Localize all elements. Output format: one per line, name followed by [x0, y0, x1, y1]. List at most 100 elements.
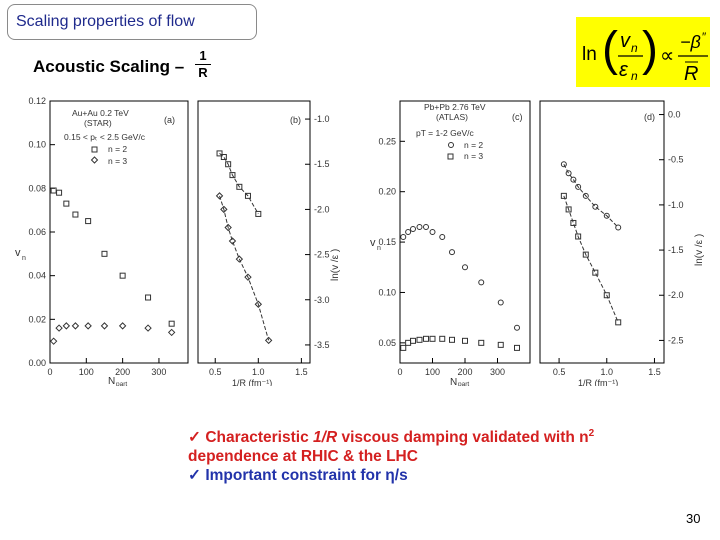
panel_a-point-n3: [118, 322, 127, 330]
panel_d-point-n3: [570, 219, 577, 226]
panel_b-ytick-label: -3.5: [314, 340, 330, 350]
panel_d-point-n2: [603, 212, 610, 219]
bullet-1-cont: dependence at RHIC & the LHC: [188, 448, 418, 466]
panel_a-xtick-label: 200: [115, 367, 130, 377]
panel_a-ytick-label: 0.00: [28, 358, 46, 368]
panel_b-ytick-label: -2.0: [314, 204, 330, 214]
panel_b-point-n2: [225, 161, 232, 168]
panel_d-point-n3: [575, 233, 582, 240]
panel-c-legend-n3-marker: [447, 153, 454, 160]
panel_c-point-n2: [462, 264, 468, 271]
panel-c: 0.25 0.20 0.15 0.10 0.05 0 100 200 300 (c) Pb+P…: [360, 96, 540, 388]
panel_b-fit-line-3: [219, 195, 270, 341]
check-icon: ✓: [188, 467, 201, 485]
panel-b-ylabel: ln(v /ε ): [330, 249, 340, 281]
panel_c-point-n3: [478, 339, 485, 346]
panel_d-point-n3: [565, 206, 572, 213]
panel_b-point-n3: [235, 255, 244, 263]
panel-b-tag: (b): [290, 115, 301, 125]
panel-a-legend-4: n = 2: [108, 144, 127, 154]
panel-b: -1.0 -1.5 -2.0 -2.5 -3.0 -3.5 0.5 1.0 1.5 (b) l…: [190, 96, 341, 388]
panel_d-point-n3: [603, 292, 610, 299]
heading-frac-den: R: [198, 65, 208, 80]
panel_c-xtick-label: 0: [397, 367, 402, 377]
panel_a-point-n2: [56, 189, 63, 196]
panel_d-point-n3: [560, 192, 567, 199]
panel_b-point-n3: [264, 336, 273, 345]
bullet-list: ✓ Characteristic 1/R viscous damping val…: [188, 424, 594, 485]
panel_c-point-n2: [410, 225, 416, 232]
panel_a-point-n2: [145, 294, 152, 301]
bullet-1-frac: 1/R: [313, 429, 338, 447]
panel_b-ytick-label: -3.0: [314, 295, 330, 305]
panel_b-point-n2: [229, 172, 236, 179]
panel_b-point-n3: [228, 237, 237, 245]
eq-propto: ∝: [660, 45, 674, 67]
panel_b-point-n3: [215, 192, 224, 200]
panel-b-svg: -1.0 -1.5 -2.0 -2.5 -3.0 -3.5 0.5 1.0 1.5 (b) l…: [197, 100, 341, 388]
panel_a-xtick-label: 300: [151, 367, 166, 377]
panel_d-ytick-label: -1.5: [668, 245, 684, 255]
bullet-2-text: Important constraint for η/s: [205, 467, 408, 485]
panel-d-frame: [539, 100, 665, 364]
panel_b-point-n3: [244, 273, 252, 281]
panel_b-xtick-label: 1.5: [295, 367, 308, 377]
panel_c-ytick-label: 0.25: [378, 136, 396, 146]
heading-fraction: 1 R: [193, 49, 213, 80]
panel-c-xlabel-sub: part: [458, 381, 469, 386]
heading-frac-bar: [195, 64, 211, 65]
eq-R: R: [684, 63, 698, 85]
panel-a-legend-n3-marker: [90, 156, 99, 164]
panel_a-point-n3: [144, 324, 152, 332]
panel_a-point-n2: [63, 200, 70, 207]
panel-a-svg: 0.120.100.080.060.040.020.00 0 100 200 300 …: [15, 96, 189, 388]
panel_a-point-n3: [100, 322, 109, 330]
panel_a-point-n2: [85, 218, 92, 225]
panel_c-xtick-label: 200: [457, 367, 472, 377]
panel_b-point-n2: [255, 210, 262, 217]
panel-c-legend-1: Pb+Pb 2.76 TeV: [424, 102, 486, 112]
panel_d-ytick-label: -2.0: [668, 290, 684, 300]
panel_a-xtick-label: 100: [79, 367, 94, 377]
panel_d-fit-line-2: [563, 164, 619, 228]
panel_c-point-n2: [400, 234, 407, 241]
panel_c-point-n2: [405, 229, 412, 235]
slide-title: Scaling properties of flow: [16, 13, 195, 30]
heading-frac-num: 1: [199, 48, 207, 63]
panel_c-point-n3: [429, 335, 436, 342]
panel_b-point-n2: [244, 192, 251, 199]
slide-title-box: Scaling properties of flow: [7, 4, 257, 40]
panel-c-legend-3: pT = 1-2 GeV/c: [416, 128, 474, 138]
panel_c-point-n2: [514, 324, 520, 331]
panel_a-point-n3: [71, 322, 80, 330]
eq-vn-sub: n: [631, 41, 638, 55]
panel-c-legend-2: (ATLAS): [436, 112, 468, 122]
panel_a-point-n3: [55, 324, 63, 332]
panel_d-point-n2: [615, 224, 622, 231]
panel-d-tag: (d): [644, 112, 655, 122]
eq-vn: v: [620, 30, 631, 52]
bullet-1-sup: 2: [588, 428, 595, 439]
eq-lparen: (: [602, 23, 618, 76]
panel_c-point-n2: [423, 223, 429, 230]
eq-beta-prime: ″: [702, 30, 707, 44]
bullet-1-text-b: viscous damping validated with n: [337, 429, 589, 447]
panel_c-xtick-label: 300: [490, 367, 505, 377]
panel_d-point-n2: [560, 161, 567, 168]
panel_a-point-n3: [84, 322, 92, 330]
panel_c-ytick-label: 0.15: [378, 237, 396, 247]
panel_b-xtick-label: 1.0: [252, 367, 265, 377]
panel-c-ylabel: v: [370, 237, 376, 249]
panel_d-point-n2: [565, 170, 572, 177]
equation-box: ln ( v n ε n ) ∝ −β ″ R: [576, 17, 710, 87]
bullet-2: ✓ Important constraint for η/s: [188, 466, 594, 485]
panel_a-point-n3: [49, 337, 58, 345]
panel_d-xtick-label: 1.0: [601, 367, 614, 377]
panel_a-ytick-label: 0.04: [28, 271, 46, 281]
panel_c-point-n3: [514, 344, 520, 351]
panel-c-svg: 0.25 0.20 0.15 0.10 0.05 0 100 200 300 (c) Pb+P…: [370, 100, 531, 388]
check-icon: ✓: [188, 429, 201, 447]
panel_b-point-n2: [216, 150, 223, 157]
panel-c-legend-4: n = 2: [464, 140, 483, 150]
eq-eps: ε: [619, 59, 629, 81]
